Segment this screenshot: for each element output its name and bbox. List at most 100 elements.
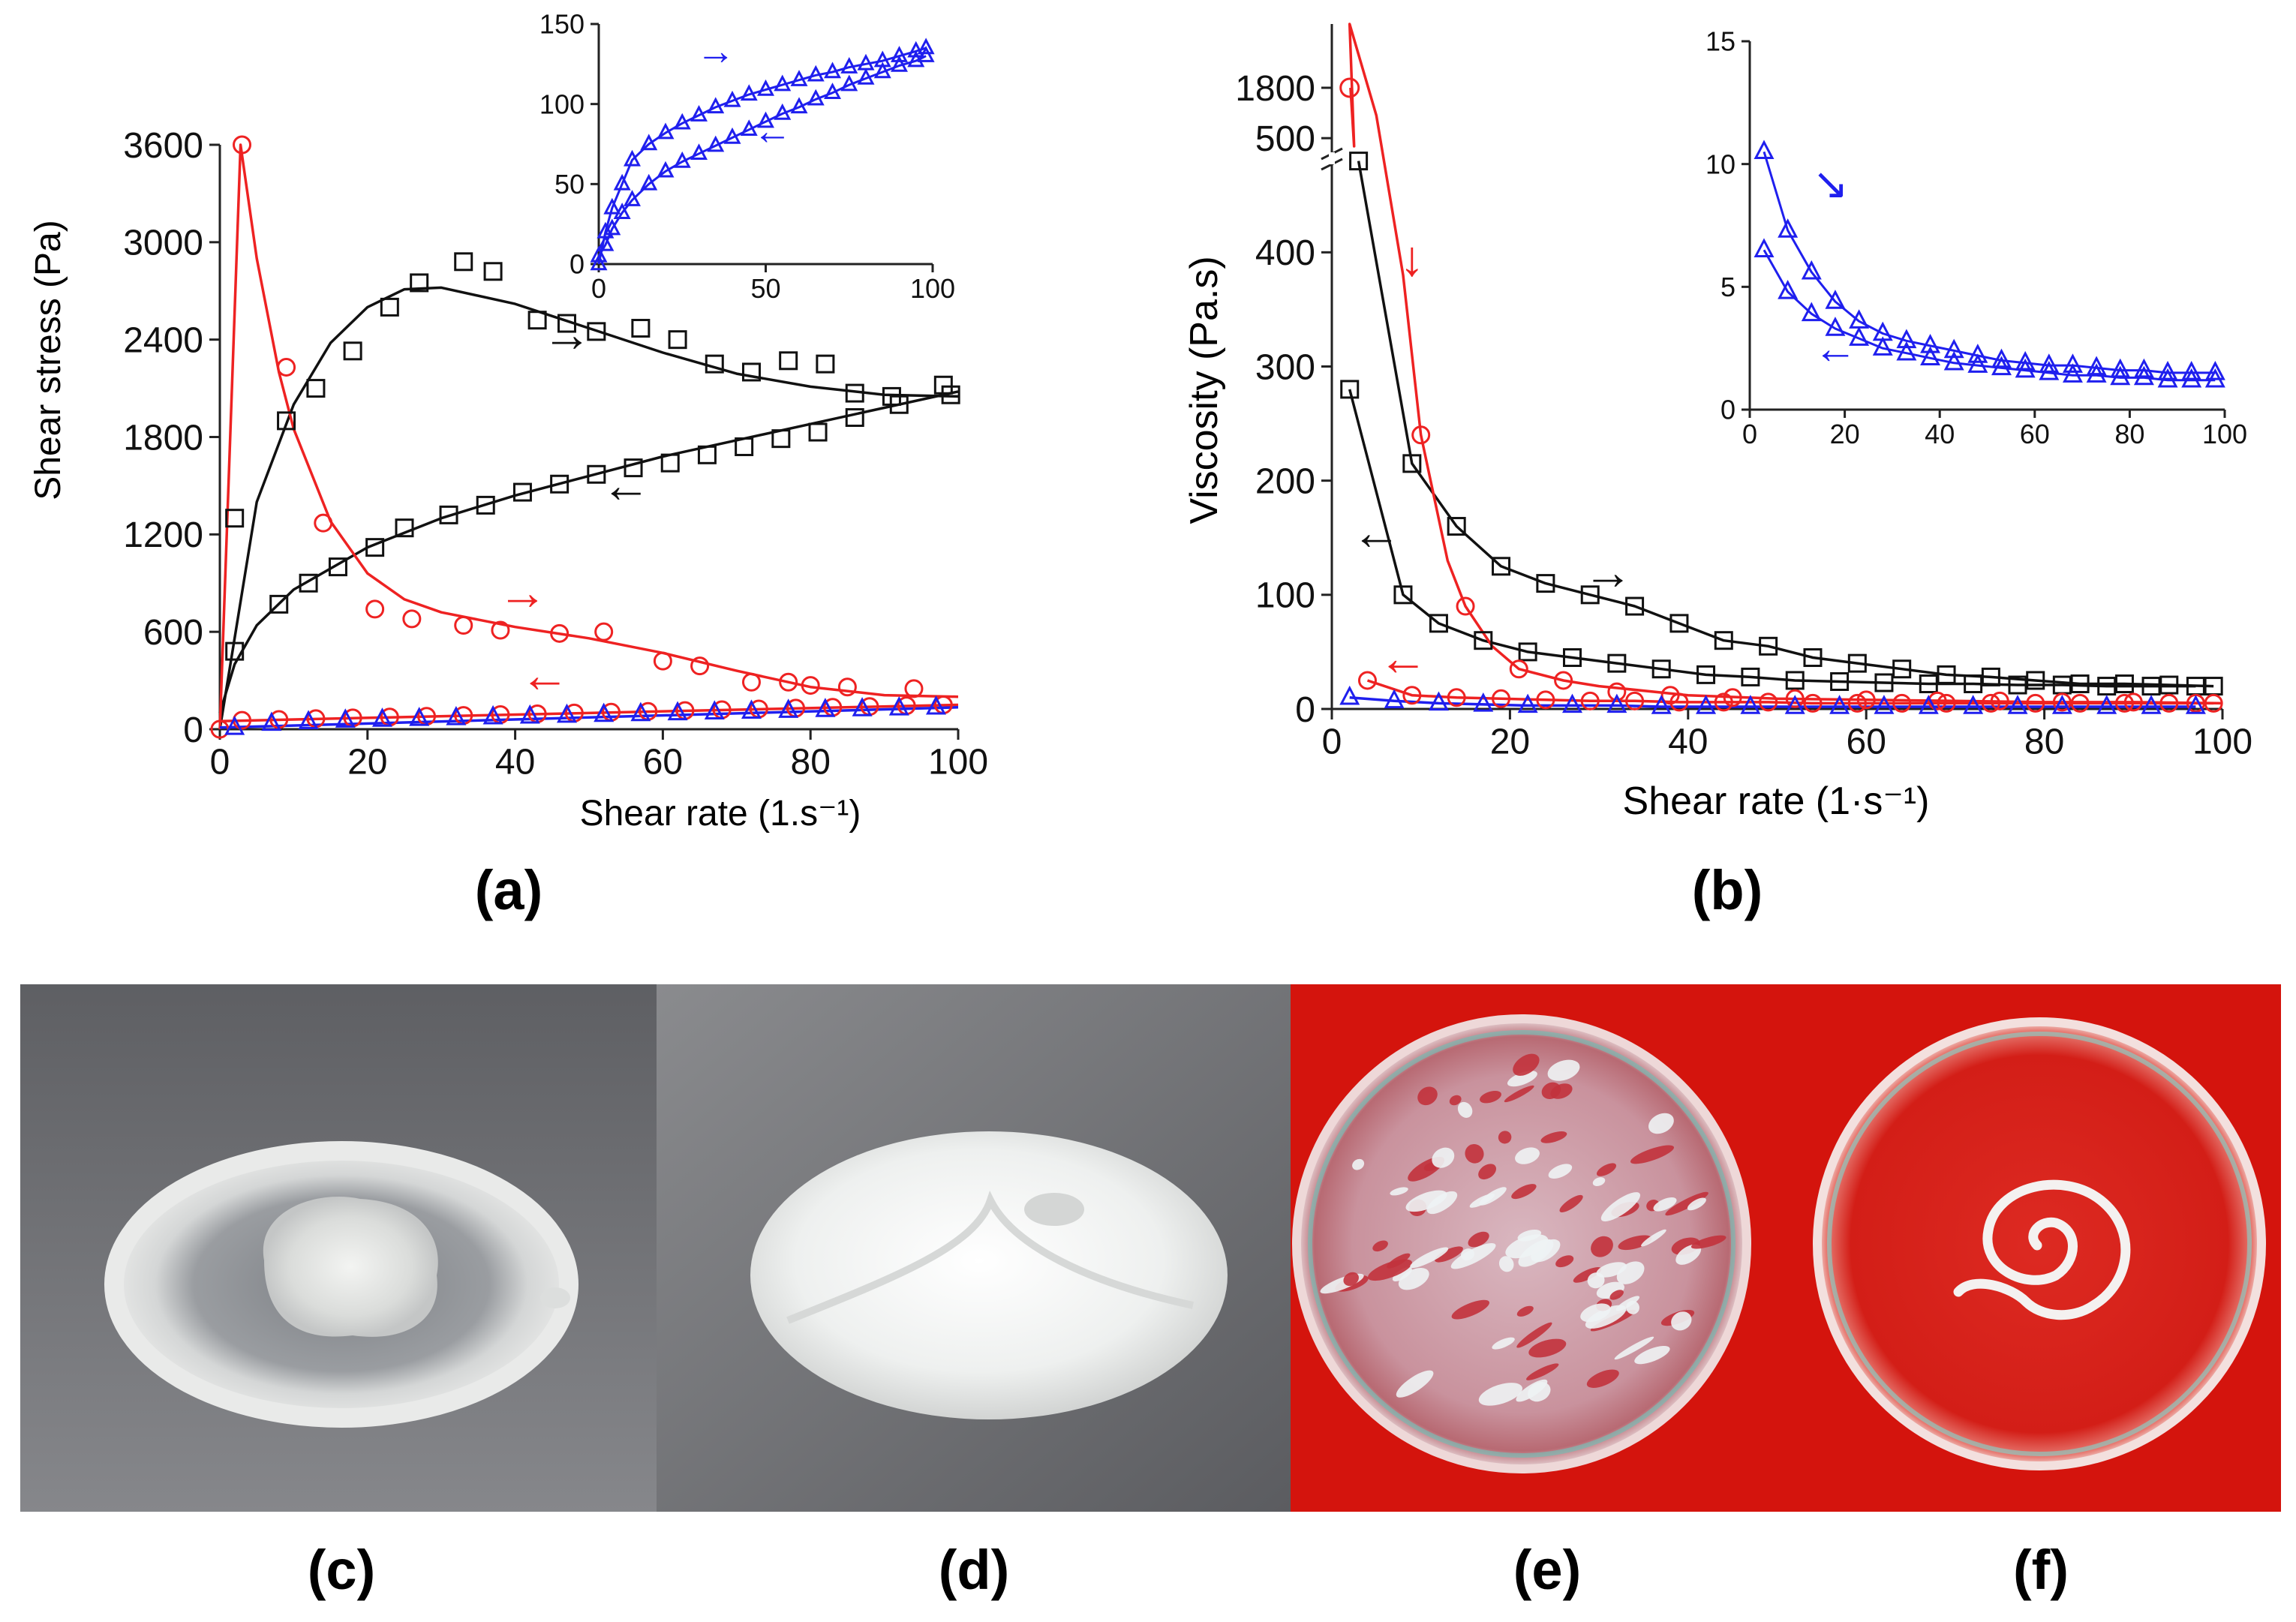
data-point-red-circle (1580, 691, 1600, 710)
data-point-red-circle-1800 (1339, 77, 1360, 98)
data-point-red-circle (1723, 688, 1742, 707)
data-point-black-square (2159, 675, 2179, 695)
data-point-black-square (439, 505, 458, 524)
gel-fragment (1505, 1234, 1549, 1259)
data-point-blue-triangle (556, 703, 577, 723)
data-point-red-circle (233, 135, 252, 155)
data-point-blue-triangle (815, 698, 836, 717)
x-tick-label: 80 (2024, 722, 2064, 762)
data-point-black-square (845, 383, 864, 403)
data-point-blue-triangle (594, 702, 615, 722)
gel-fragment (1426, 1191, 1458, 1215)
data-point-red-circle (1509, 659, 1528, 679)
photo-gel-on-gray-surface: (c) (20, 984, 657, 1601)
data-point-black-square (365, 538, 385, 557)
series-line-red-up-sweep (218, 143, 959, 730)
data-point-blue-triangle (590, 245, 608, 263)
data-point-blue-triangle (673, 151, 691, 168)
gel-fragment (1450, 1243, 1496, 1269)
data-point-black-square (269, 594, 289, 614)
data-point-black-square (624, 458, 643, 478)
data-point-black-square (1429, 614, 1448, 633)
data-point-blue-triangle (590, 254, 608, 271)
data-point-red-circle (837, 677, 857, 697)
chart-a-panel-label: (a) (475, 859, 542, 921)
data-point-black-square (587, 322, 606, 341)
gel-fragment (1573, 1267, 1602, 1283)
axis-break-gap (1329, 152, 1335, 164)
direction-arrow-red: ← (1378, 629, 1428, 685)
data-point-black-square (845, 408, 864, 428)
data-point-blue-triangle (740, 84, 758, 101)
data-point-blue-triangle (1872, 336, 1893, 356)
data-point-blue-triangle (925, 695, 946, 715)
data-point-blue-triangle (2204, 361, 2225, 380)
data-point-blue-triangle (1825, 290, 1846, 309)
gel-fragment (1626, 1300, 1639, 1314)
data-point-black-square (1741, 667, 1760, 686)
y-tick-label: 3600 (123, 126, 203, 166)
data-point-black-square (1714, 631, 1733, 650)
data-point-blue-triangle (624, 190, 641, 206)
gel-fragment (1648, 1113, 1674, 1134)
data-point-blue-triangle (2204, 368, 2225, 388)
data-point-blue-triangle (640, 173, 658, 191)
gel-fragment (1451, 1299, 1489, 1320)
data-point-black-square (1625, 596, 1645, 616)
photo-d-gel-disc (750, 1131, 1228, 1419)
chart-a-markers (210, 135, 960, 739)
data-point-red-circle (2204, 693, 2223, 713)
data-point-blue-triangle (482, 704, 503, 725)
data-point-blue-triangle (1754, 140, 1775, 160)
data-point-red-circle (277, 357, 296, 377)
data-point-black-square (816, 354, 835, 374)
gel-fragment (1368, 1259, 1412, 1281)
x-tick-label: 60 (1847, 722, 1886, 762)
data-point-blue-triangle (2096, 695, 2117, 714)
data-point-blue-triangle (891, 55, 908, 72)
chart-a-ticks: 0 20 40 60 80 100 0 600 1200 1800 2400 3000 3600 (123, 126, 988, 782)
chart-b-markers (1339, 77, 2223, 714)
photo-white-gel-disc: (d) (657, 984, 1291, 1601)
data-point-black-square (306, 379, 326, 398)
gel-fragment (1634, 1345, 1670, 1365)
data-point-red-circle (1447, 688, 1466, 707)
y-tick-label: 100 (1255, 576, 1315, 616)
data-point-black-square (1651, 659, 1671, 679)
data-point-blue-triangle (891, 46, 908, 62)
gel-fragment (1417, 1086, 1438, 1106)
data-point-blue-triangle (704, 700, 725, 720)
gel-fragment (1390, 1187, 1408, 1196)
data-point-red-circle (1928, 691, 1947, 710)
data-point-blue-triangle (519, 704, 540, 724)
data-point-black-square (2097, 677, 2117, 696)
data-point-red-circle (1536, 690, 1555, 710)
data-point-blue-triangle (2133, 365, 2154, 386)
data-point-blue-triangle (1778, 280, 1799, 299)
series-line-black-down-sweep (218, 390, 959, 713)
data-point-black-square (1536, 574, 1555, 593)
data-point-black-square (1402, 454, 1422, 473)
data-point-black-square (476, 495, 495, 515)
gel-fragment (1343, 1272, 1359, 1287)
data-point-black-square (771, 429, 791, 449)
data-point-blue-triangle (790, 97, 808, 114)
data-point-blue-triangle (224, 715, 245, 735)
data-point-red-circle (1456, 596, 1475, 616)
data-point-black-square (697, 445, 717, 464)
data-point-blue-triangle (888, 695, 909, 716)
data-point-black-square (1919, 674, 1938, 694)
data-point-red-circle (2070, 693, 2090, 713)
data-point-blue-triangle (1874, 695, 1895, 714)
data-point-red-circle (1411, 425, 1431, 445)
data-point-black-square (705, 354, 724, 374)
photo-e-label: (e) (1513, 1539, 1581, 1601)
gel-fragment (1540, 1131, 1567, 1143)
y-tick-label: 500 (1255, 119, 1315, 159)
data-point-black-square (1874, 673, 1894, 692)
photo-c-label: (c) (308, 1539, 375, 1601)
data-point-black-square (741, 362, 761, 382)
data-point-black-square (299, 573, 318, 593)
